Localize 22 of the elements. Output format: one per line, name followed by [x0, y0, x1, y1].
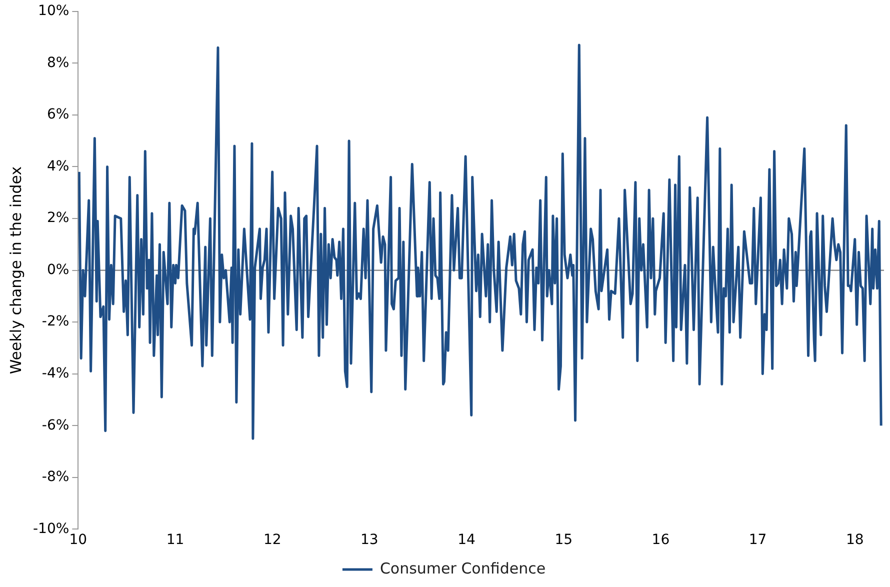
- x-tick-label: 10: [69, 532, 88, 548]
- x-tick-label: 16: [652, 532, 670, 548]
- y-axis-title: Weekly change in the index: [6, 166, 25, 374]
- y-tick-label: 8%: [46, 54, 70, 71]
- x-tick-label: 15: [554, 532, 573, 548]
- y-tick-label: 4%: [46, 158, 70, 174]
- y-tick-label: -10%: [32, 520, 70, 537]
- y-tick-label: -6%: [42, 417, 70, 434]
- x-tick-label: 13: [360, 532, 378, 548]
- y-tick-label: 0%: [46, 262, 70, 278]
- x-tick-label: 12: [263, 532, 282, 548]
- legend-label: Consumer Confidence: [380, 559, 546, 578]
- y-tick-label: 10%: [38, 3, 70, 20]
- y-tick-label: 6%: [46, 106, 70, 123]
- y-tick-label: -8%: [42, 469, 70, 486]
- y-tick-label: 2%: [46, 210, 70, 226]
- y-tick-label: -2%: [42, 314, 70, 330]
- x-tick-label: 18: [846, 532, 864, 548]
- x-tick-label: 11: [166, 532, 184, 548]
- x-tick-label: 17: [748, 532, 767, 548]
- x-tick-label: 14: [458, 532, 476, 548]
- y-tick-label: -4%: [42, 366, 70, 382]
